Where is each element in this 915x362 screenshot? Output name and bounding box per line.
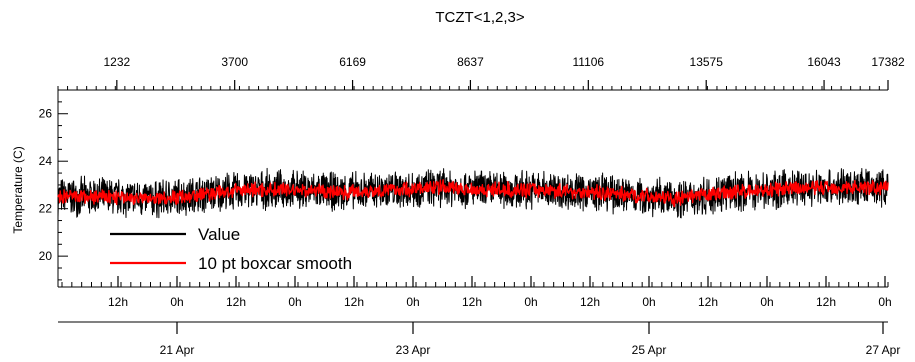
hour-axis-tick-label: 12h bbox=[462, 295, 482, 309]
hour-axis-tick-label: 12h bbox=[698, 295, 718, 309]
date-axis-tick-label: 27 Apr bbox=[866, 343, 901, 357]
y-axis-tick-label: 26 bbox=[39, 107, 53, 121]
hour-axis-tick-label: 12h bbox=[226, 295, 246, 309]
legend-label: Value bbox=[198, 225, 240, 244]
top-axis-tick-label: 17382 bbox=[871, 55, 905, 69]
hour-axis-tick-label: 12h bbox=[344, 295, 364, 309]
date-axis-tick-label: 23 Apr bbox=[396, 343, 431, 357]
series-smooth-line bbox=[57, 179, 889, 208]
hour-axis-tick-label: 0h bbox=[170, 295, 183, 309]
hour-axis-tick-label: 0h bbox=[288, 295, 301, 309]
hour-axis-tick-label: 0h bbox=[524, 295, 537, 309]
hour-axis-tick-label: 0h bbox=[642, 295, 655, 309]
date-axis-tick-label: 21 Apr bbox=[160, 343, 195, 357]
plot-area: 1232 3700 6169 8637 11106 13575 16043 17382 20 22… bbox=[39, 55, 905, 357]
y-axis-tick-label: 20 bbox=[39, 249, 53, 263]
top-axis-tick-label: 1232 bbox=[103, 55, 130, 69]
top-axis-tick-label: 11106 bbox=[573, 55, 605, 69]
hour-axis-tick-label: 0h bbox=[760, 295, 773, 309]
top-axis-tick-label: 6169 bbox=[339, 55, 366, 69]
chart-title: TCZT<1,2,3> bbox=[435, 9, 524, 26]
hour-axis-tick-label: 0h bbox=[406, 295, 419, 309]
date-axis-tick-label: 25 Apr bbox=[632, 343, 667, 357]
top-axis-tick-label: 16043 bbox=[807, 55, 841, 69]
hour-axis-tick-label: 12h bbox=[108, 295, 128, 309]
top-axis-tick-label: 13575 bbox=[690, 55, 724, 69]
hour-axis-tick-label: 12h bbox=[816, 295, 836, 309]
top-axis-tick-label: 8637 bbox=[457, 55, 484, 69]
legend-label: 10 pt boxcar smooth bbox=[198, 254, 352, 273]
y-axis-tick-label: 22 bbox=[39, 202, 53, 216]
top-axis-tick-label: 3700 bbox=[221, 55, 248, 69]
y-axis-label: Temperature (C) bbox=[11, 146, 25, 233]
hour-axis-tick-label: 0h bbox=[878, 295, 891, 309]
y-axis-tick-label: 24 bbox=[39, 154, 53, 168]
hour-axis-tick-label: 12h bbox=[580, 295, 600, 309]
